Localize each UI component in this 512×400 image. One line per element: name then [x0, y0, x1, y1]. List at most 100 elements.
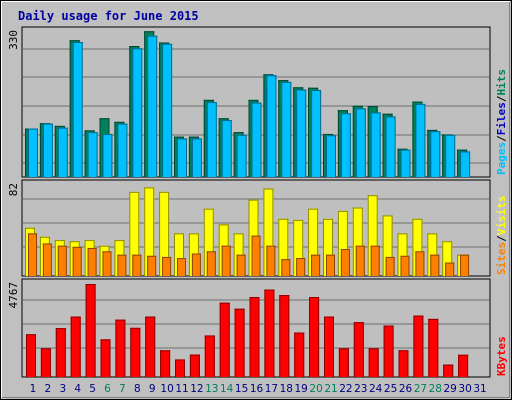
bar-kbytes-edge-left: [115, 319, 117, 377]
bar-sites-edge-left: [72, 246, 74, 276]
bar-visits-fill: [278, 218, 289, 276]
bar-hits-edge-left: [337, 110, 339, 177]
bar-visits-edge-top: [69, 241, 80, 243]
bar-sites-edge-right: [319, 254, 321, 276]
bar-pages-edge-top: [340, 113, 351, 115]
bar-kbytes-edge-right: [303, 332, 305, 377]
bar-hits-edge-top: [203, 99, 214, 101]
bar-hits-edge-top: [188, 136, 199, 138]
x-tick-label: 7: [119, 383, 126, 395]
bar-sites-edge-top: [221, 245, 231, 247]
bar-kbytes-edge-left: [279, 295, 281, 377]
bar-sites-edge-right: [199, 253, 201, 276]
bar-sites-edge-top: [400, 255, 410, 257]
bar-kbytes-edge-top: [443, 364, 454, 366]
bar-kbytes-edge-top: [219, 302, 230, 304]
bar-visits-edge-left: [323, 218, 324, 276]
bar-visits: [174, 233, 184, 276]
bar-pages: [162, 43, 173, 177]
bar-hits-edge-left: [382, 113, 384, 177]
bar-kbytes-edge-top: [130, 327, 141, 329]
bar-sites: [415, 251, 425, 276]
bar-kbytes: [338, 348, 349, 377]
bar-pages-edge-left: [102, 133, 104, 177]
bar-pages: [28, 128, 38, 177]
bar-pages: [430, 131, 441, 177]
bar-pages: [415, 103, 426, 177]
bar-visits-edge-top: [397, 233, 408, 235]
bar-sites-edge-right: [80, 246, 82, 276]
x-tick-label: 22: [339, 383, 352, 395]
bar-sites: [42, 243, 52, 276]
bar-visits-edge-top: [323, 218, 333, 220]
bar-kbytes: [40, 348, 51, 377]
bar-kbytes-edge-right: [94, 284, 96, 377]
bar-sites-edge-left: [266, 245, 268, 276]
bar-kbytes-edge-left: [175, 359, 176, 377]
bar-kbytes: [204, 335, 215, 377]
bar-sites: [460, 254, 470, 276]
bar-visits-edge-top: [412, 218, 423, 220]
bar-sites: [251, 235, 261, 276]
x-tick-label: 10: [160, 383, 173, 395]
bar-kbytes-edge-top: [264, 289, 275, 291]
bar-kbytes: [398, 350, 409, 377]
bar-sites-edge-right: [110, 251, 112, 276]
bar-kbytes-edge-top: [279, 295, 290, 297]
bar-visits-edge-left: [25, 227, 26, 276]
bar-pages-edge-top: [87, 132, 98, 134]
bar-kbytes: [70, 316, 81, 377]
bar-pages: [296, 89, 307, 177]
bar-sites-edge-top: [355, 245, 365, 247]
bar-pages-edge-left: [221, 120, 223, 177]
bar-visits-edge-left: [99, 245, 101, 276]
bar-pages-edge-top: [102, 133, 113, 135]
bar-pages-edge-left: [236, 134, 238, 177]
bar-pages-edge-top: [355, 108, 366, 110]
bar-kbytes-edge-left: [458, 354, 460, 377]
bar-visits-edge-left: [174, 233, 175, 276]
bar-pages-edge-top: [311, 89, 322, 91]
bar-sites-edge-top: [370, 245, 380, 247]
bar-sites-edge-right: [423, 251, 425, 276]
bar-sites-edge-top: [281, 259, 291, 261]
bar-kbytes-edge-top: [428, 318, 439, 320]
x-tick-label: 12: [190, 383, 203, 395]
bar-visits: [352, 207, 363, 276]
bar-visits-edge-left: [114, 240, 116, 276]
bar-pages-edge-top: [117, 123, 128, 125]
bar-kbytes: [55, 328, 66, 377]
bar-kbytes-fill: [338, 348, 349, 377]
bar-kbytes-edge-left: [368, 348, 370, 377]
y-max-label-visits: 82: [7, 183, 20, 196]
bar-visits-edge-left: [367, 195, 369, 276]
bar-visits-fill: [442, 241, 453, 276]
bar-kbytes-edge-left: [189, 354, 191, 377]
bar-hits-edge-left: [323, 133, 324, 177]
bar-kbytes: [324, 316, 334, 377]
x-tick-label: 17: [265, 383, 278, 395]
bar-pages-fill: [355, 108, 366, 177]
bar-kbytes: [145, 316, 156, 377]
bar-kbytes-edge-top: [324, 316, 334, 318]
bar-kbytes-edge-right: [467, 354, 469, 377]
bar-sites-edge-right: [334, 254, 335, 276]
bar-pages: [236, 134, 247, 177]
bar-pages-edge-right: [439, 131, 441, 177]
bar-kbytes-fill: [249, 297, 260, 377]
bar-pages-fill: [191, 138, 202, 177]
bar-sites-fill: [102, 251, 112, 276]
x-tick-label: 13: [205, 383, 218, 395]
bar-kbytes-fill: [234, 308, 245, 377]
bar-sites-edge-top: [191, 253, 201, 255]
bar-sites-fill: [430, 254, 440, 276]
bar-pages-edge-left: [370, 112, 372, 177]
bar-sites-edge-top: [57, 245, 67, 247]
bar-visits-edge-top: [54, 240, 65, 242]
bar-hits-edge-left: [114, 121, 116, 177]
bar-kbytes-edge-left: [338, 348, 340, 377]
bar-sites-edge-top: [326, 254, 335, 256]
bar-pages: [281, 81, 292, 177]
bar-pages-fill: [162, 43, 173, 177]
bar-kbytes-edge-left: [40, 348, 42, 377]
